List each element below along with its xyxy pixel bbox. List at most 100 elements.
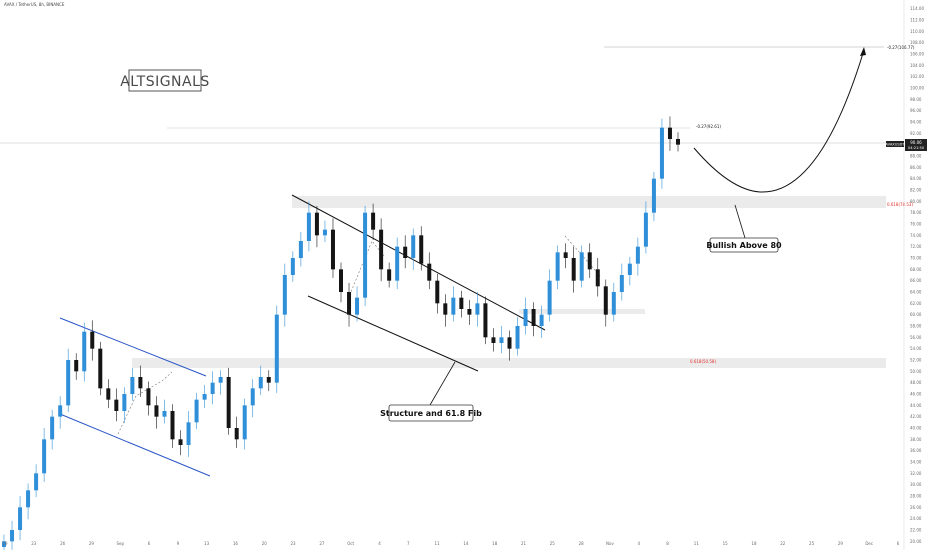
x-tick-label: 20 bbox=[262, 541, 268, 546]
y-tick-label: 112.00 bbox=[910, 18, 924, 23]
candle-body bbox=[555, 252, 560, 281]
y-tick-label: 42.00 bbox=[910, 414, 922, 419]
bullish-label: Bullish Above 80 bbox=[706, 241, 782, 250]
structure-label-box bbox=[388, 404, 474, 422]
y-tick-label: 98.00 bbox=[910, 97, 922, 102]
x-tick-label: 23 bbox=[291, 541, 297, 546]
y-tick-label: 56.00 bbox=[910, 335, 922, 340]
candle-body bbox=[314, 212, 319, 236]
candles-group bbox=[2, 116, 680, 554]
x-tick-label: 11 bbox=[435, 541, 441, 546]
x-tick-label: 21 bbox=[521, 541, 527, 546]
x-tick-label: Dec bbox=[865, 541, 873, 546]
y-tick-label: 52.00 bbox=[910, 358, 922, 363]
candle-body bbox=[355, 297, 360, 315]
candle-body bbox=[459, 297, 464, 309]
candle-body bbox=[106, 388, 111, 400]
x-tick-label: 18 bbox=[751, 541, 757, 546]
candle-body bbox=[475, 303, 480, 315]
candle-body bbox=[611, 292, 616, 315]
watermark-text: ALTSIGNALS bbox=[120, 74, 210, 90]
candle-body bbox=[194, 399, 199, 423]
x-tick-label: 28 bbox=[579, 541, 585, 546]
candle-body bbox=[411, 235, 416, 258]
candle-body bbox=[170, 411, 175, 440]
y-tick-label: 108.00 bbox=[910, 40, 924, 45]
y-tick-label: 48.00 bbox=[910, 380, 922, 385]
candle-body bbox=[643, 212, 648, 247]
candle-body bbox=[403, 246, 408, 258]
y-tick-label: 68.00 bbox=[910, 267, 922, 272]
candle-body bbox=[162, 411, 167, 417]
x-tick-label: 11 bbox=[694, 541, 700, 546]
x-tick-label: 16 bbox=[233, 541, 239, 546]
candle-body bbox=[579, 252, 584, 281]
zone-61 bbox=[519, 309, 645, 314]
channel-black-bottom bbox=[307, 295, 479, 372]
candle-body bbox=[451, 297, 456, 315]
y-tick-label: 92.00 bbox=[910, 131, 922, 136]
x-tick-label: 4 bbox=[378, 541, 381, 546]
candle-body bbox=[571, 258, 576, 281]
candle-body bbox=[563, 252, 568, 258]
y-tick-label: 94.00 bbox=[910, 120, 922, 125]
x-tick-label: 25 bbox=[550, 541, 556, 546]
zone-80 bbox=[292, 196, 886, 208]
candle-body bbox=[210, 382, 215, 394]
candle-body bbox=[395, 246, 400, 281]
y-tick-label: 24.00 bbox=[910, 516, 922, 521]
candle-body bbox=[515, 326, 520, 349]
candle-body bbox=[667, 127, 672, 139]
candle-body bbox=[42, 439, 47, 474]
fib-label-618: 0.618(78.53) bbox=[887, 202, 913, 207]
y-tick-label: 110.00 bbox=[910, 29, 924, 34]
y-tick-label: 60.00 bbox=[910, 312, 922, 317]
candle-body bbox=[595, 269, 600, 287]
y-tick-label: 64.00 bbox=[910, 290, 922, 295]
candle-body bbox=[330, 229, 335, 270]
candle-body bbox=[347, 292, 352, 315]
candle-body bbox=[435, 280, 440, 304]
candle-body bbox=[531, 309, 536, 326]
x-tick-label: 26 bbox=[60, 541, 66, 546]
x-tick-label: 7 bbox=[407, 541, 410, 546]
y-tick-label: 70.00 bbox=[910, 256, 922, 261]
candle-body bbox=[676, 139, 680, 145]
candle-body bbox=[539, 314, 544, 326]
candle-body bbox=[26, 490, 31, 508]
swing-dashes-2 bbox=[347, 240, 385, 300]
projection-curve bbox=[693, 49, 865, 193]
candle-body bbox=[234, 428, 239, 440]
candle-body bbox=[306, 212, 311, 241]
candle-body bbox=[10, 530, 15, 542]
candle-body bbox=[603, 286, 608, 315]
price-tag-symbol-box bbox=[886, 141, 904, 147]
y-tick-label: 82.00 bbox=[910, 188, 922, 193]
candle-body bbox=[491, 337, 496, 343]
price-tag-box bbox=[905, 139, 927, 151]
candle-body bbox=[419, 235, 424, 264]
candle-body bbox=[82, 331, 87, 372]
x-tick-label: 19 bbox=[2, 541, 8, 546]
candle-body bbox=[547, 280, 552, 315]
y-tick-label: 88.00 bbox=[910, 154, 922, 159]
pointer-structure bbox=[429, 361, 456, 406]
y-tick-label: 54.00 bbox=[910, 346, 922, 351]
y-tick-label: 32.00 bbox=[910, 471, 922, 476]
y-tick-label: 114.00 bbox=[910, 6, 924, 11]
pointer-bullish bbox=[734, 204, 746, 239]
watermark-box bbox=[128, 69, 202, 92]
y-tick-label: 96.00 bbox=[910, 108, 922, 113]
candle-body bbox=[379, 229, 384, 270]
price-tag-timer: 04:21:50 bbox=[908, 146, 925, 150]
candle-body bbox=[130, 377, 135, 394]
x-tick-label: 14 bbox=[463, 541, 469, 546]
candle-body bbox=[339, 269, 343, 292]
x-tick-label: 29 bbox=[89, 541, 95, 546]
candle-body bbox=[218, 377, 223, 383]
candle-body bbox=[266, 377, 271, 383]
x-tick-label: 6 bbox=[897, 541, 900, 546]
y-tick-label: 76.00 bbox=[910, 222, 922, 227]
candle-body bbox=[90, 331, 95, 349]
